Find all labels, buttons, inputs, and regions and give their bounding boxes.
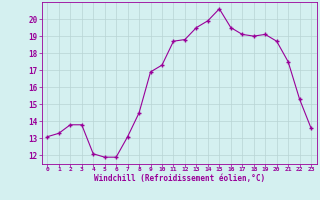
X-axis label: Windchill (Refroidissement éolien,°C): Windchill (Refroidissement éolien,°C) bbox=[94, 174, 265, 183]
